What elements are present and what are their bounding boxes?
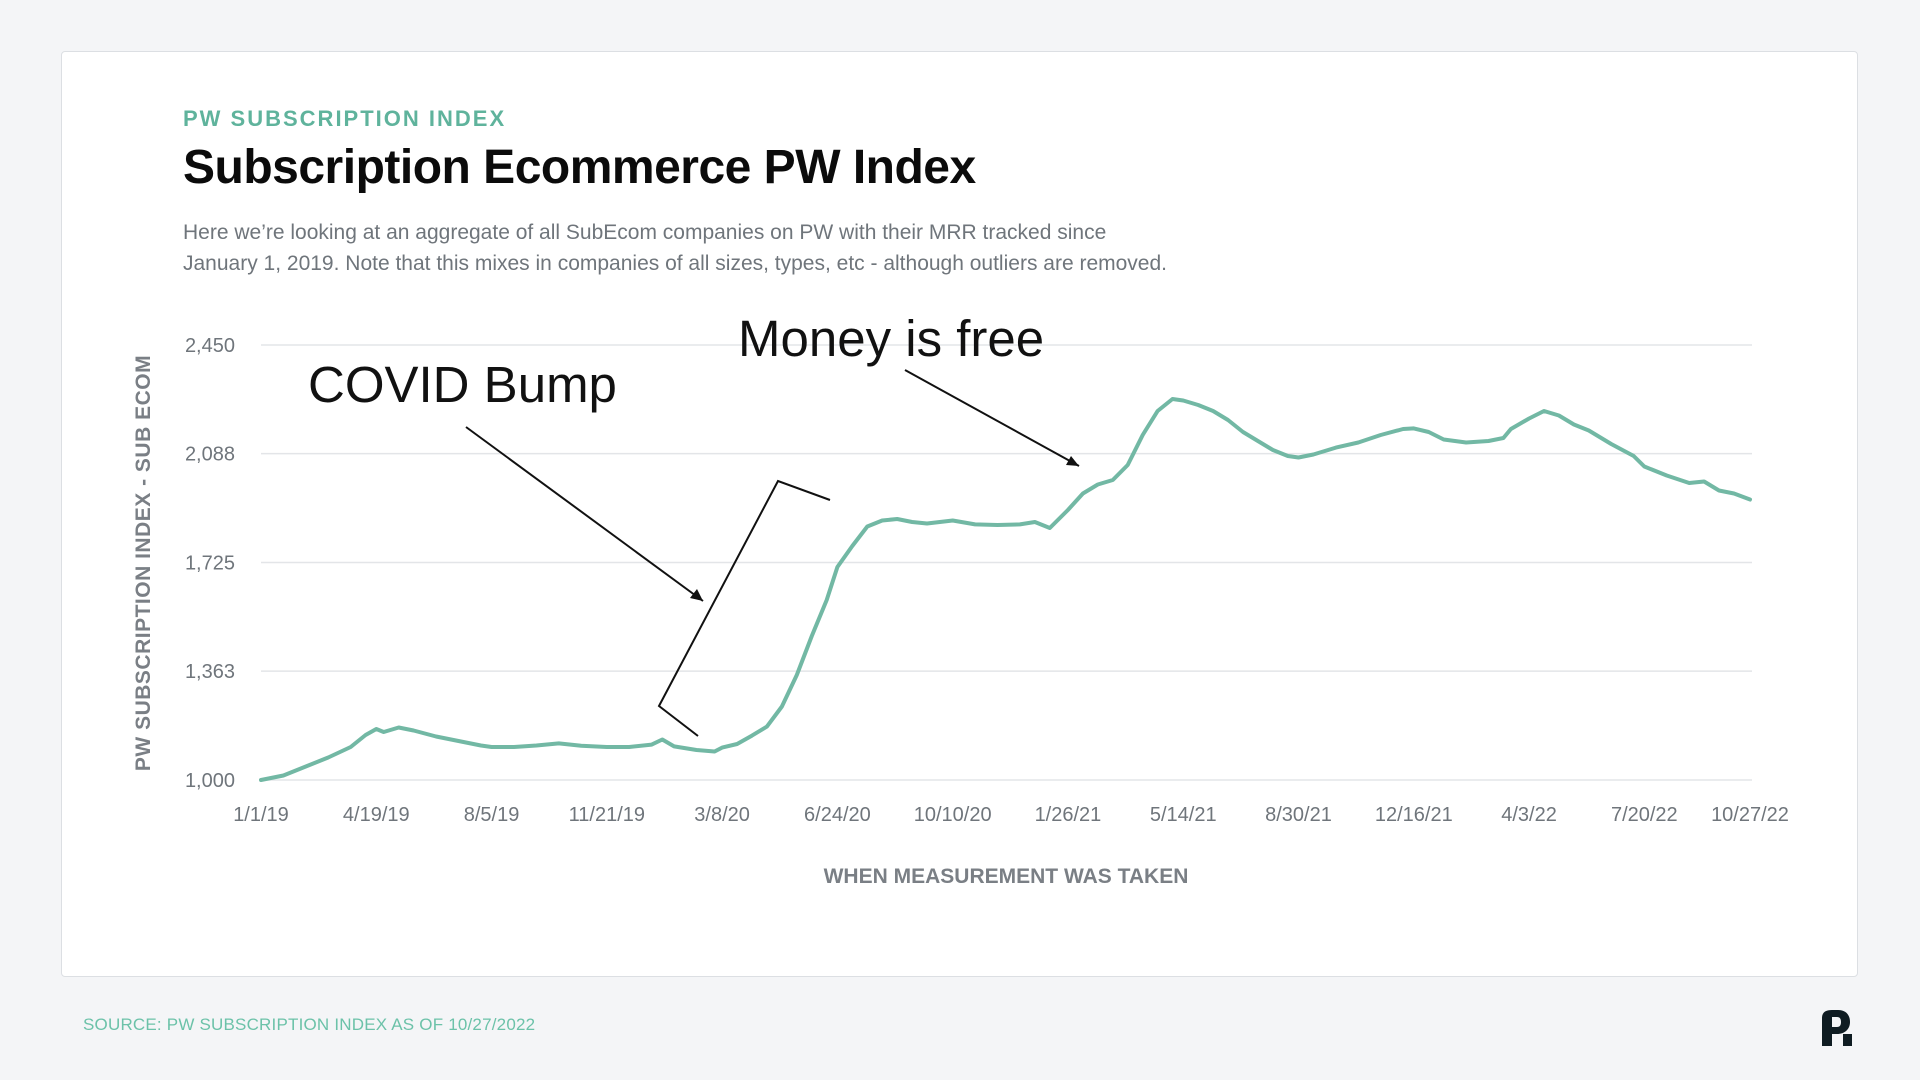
- x-tick-label: 6/24/20: [804, 804, 871, 826]
- source-note: SOURCE: PW SUBSCRIPTION INDEX AS OF 10/2…: [83, 1015, 536, 1034]
- x-tick-label: 1/1/19: [233, 804, 289, 826]
- x-tick-label: 11/21/19: [569, 804, 645, 826]
- x-tick-label: 8/30/21: [1265, 804, 1332, 826]
- y-tick-label: 1,363: [185, 661, 235, 683]
- description-line-1: Here we’re looking at an aggregate of al…: [183, 221, 1107, 244]
- y-axis-label: PW SUBSCRIPTION INDEX - SUB ECOM: [132, 355, 155, 771]
- eyebrow-label: PW SUBSCRIPTION INDEX: [183, 106, 507, 131]
- annotation-covid-label: COVID Bump: [308, 356, 617, 413]
- annotation-money: Money is free: [738, 310, 1080, 467]
- pw-logo-icon: [1818, 1008, 1858, 1053]
- series-line: [259, 397, 1752, 782]
- chart-description: Here we’re looking at an aggregate of al…: [183, 217, 1363, 279]
- x-tick-label: 5/14/21: [1150, 804, 1217, 826]
- annotation-money-label: Money is free: [738, 310, 1044, 367]
- annotation-covid-arrowhead: [690, 589, 703, 601]
- x-tick-label: 10/10/20: [914, 804, 992, 826]
- x-tick-label: 8/5/19: [464, 804, 520, 826]
- annotation-covid-arrow: [465, 426, 704, 602]
- page-title: Subscription Ecommerce PW Index: [183, 141, 976, 194]
- x-tick-label: 12/16/21: [1375, 804, 1453, 826]
- y-tick-label: 1,000: [185, 770, 235, 792]
- y-tick-label: 2,450: [185, 335, 235, 357]
- x-tick-label: 1/26/21: [1035, 804, 1102, 826]
- y-axis-ticks: 1,000 1,363 1,725 2,088 2,450: [185, 335, 235, 792]
- x-tick-label: 4/3/22: [1501, 804, 1557, 826]
- annotation-money-arrow: [904, 369, 1080, 467]
- x-tick-label: 10/27/22: [1711, 804, 1789, 826]
- chart-card: [61, 51, 1858, 977]
- y-tick-label: 2,088: [185, 444, 235, 466]
- chart-grid: [261, 344, 1752, 781]
- y-tick-label: 1,725: [185, 553, 235, 575]
- annotation-money-arrowhead: [1066, 456, 1079, 466]
- x-tick-label: 7/20/22: [1611, 804, 1678, 826]
- description-line-2: January 1, 2019. Note that this mixes in…: [183, 252, 1167, 275]
- x-tick-label: 3/8/20: [694, 804, 750, 826]
- x-tick-label: 4/19/19: [343, 804, 410, 826]
- x-axis-ticks: 1/1/19 4/19/19 8/5/19 11/21/19 3/8/20 6/24/20…: [233, 804, 1789, 826]
- annotation-covid-bracket: [657, 479, 831, 737]
- x-axis-label: WHEN MEASUREMENT WAS TAKEN: [824, 865, 1189, 888]
- annotation-covid: COVID Bump: [308, 356, 831, 737]
